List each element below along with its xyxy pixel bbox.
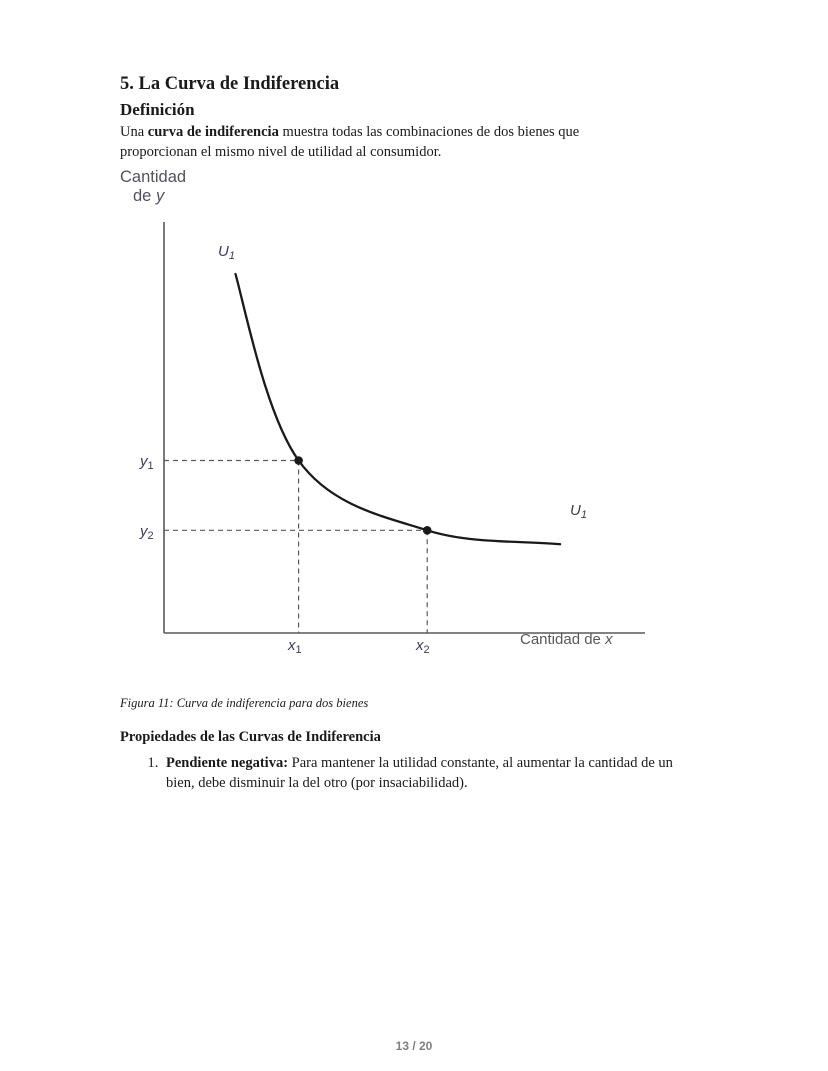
svg-text:y2: y2 bbox=[139, 523, 154, 542]
svg-text:x2: x2 bbox=[415, 637, 430, 656]
svg-text:y1: y1 bbox=[139, 453, 154, 472]
svg-text:de y: de y bbox=[133, 187, 166, 205]
svg-text:U1: U1 bbox=[218, 243, 235, 262]
svg-text:x1: x1 bbox=[287, 637, 302, 656]
svg-text:Cantidad de x: Cantidad de x bbox=[520, 631, 613, 648]
svg-text:Cantidad: Cantidad bbox=[120, 168, 186, 186]
svg-text:U1: U1 bbox=[570, 502, 587, 521]
